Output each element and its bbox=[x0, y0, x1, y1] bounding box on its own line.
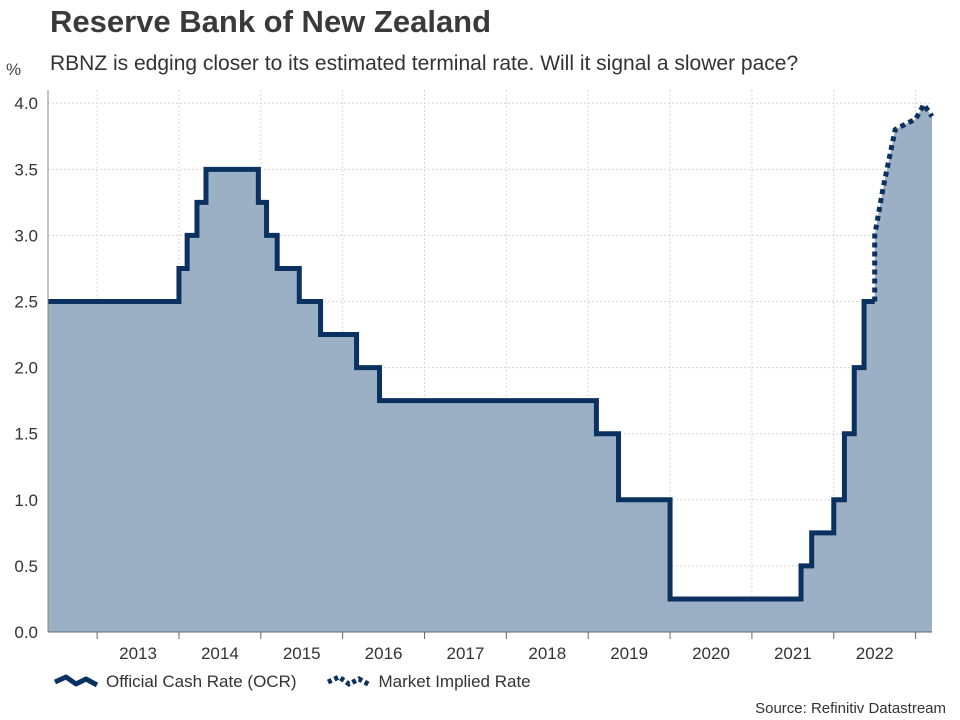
y-tick-label: 4.0 bbox=[14, 94, 38, 113]
y-tick-label: 2.0 bbox=[14, 359, 38, 378]
market-implied-line bbox=[872, 99, 935, 302]
x-tick-label: 2013 bbox=[119, 644, 157, 663]
x-tick-label: 2016 bbox=[365, 644, 403, 663]
ocr-line bbox=[48, 166, 875, 602]
x-tick-label: 2015 bbox=[283, 644, 321, 663]
y-axis-unit-label: % bbox=[6, 60, 22, 79]
y-tick-label: 0.5 bbox=[14, 557, 38, 576]
x-tick-label: 2022 bbox=[856, 644, 894, 663]
legend: Official Cash Rate (OCR) Market Implied … bbox=[52, 672, 559, 692]
chart-title: Reserve Bank of New Zealand bbox=[50, 4, 492, 39]
x-tick-label: 2018 bbox=[528, 644, 566, 663]
x-tick-label: 2017 bbox=[447, 644, 485, 663]
y-tick-label: 1.0 bbox=[14, 491, 38, 510]
y-tick-label: 1.5 bbox=[14, 425, 38, 444]
x-tick-label: 2021 bbox=[774, 644, 812, 663]
dotted-line-swatch-icon bbox=[326, 674, 371, 688]
x-tick-label: 2014 bbox=[201, 644, 239, 663]
y-tick-label: 0.0 bbox=[14, 623, 38, 642]
source-note: Source: Refinitiv Datastream bbox=[755, 700, 946, 717]
y-tick-label: 3.0 bbox=[14, 226, 38, 245]
x-tick-label: 2020 bbox=[692, 644, 730, 663]
legend-item-market: Market Implied Rate bbox=[325, 672, 531, 692]
chart-subtitle: RBNZ is edging closer to its estimated t… bbox=[50, 52, 799, 75]
solid-line-swatch-icon bbox=[53, 674, 99, 688]
legend-label-market: Market Implied Rate bbox=[378, 672, 531, 691]
legend-item-ocr: Official Cash Rate (OCR) bbox=[52, 672, 297, 692]
area-fill bbox=[48, 104, 932, 633]
y-tick-label: 2.5 bbox=[14, 293, 38, 312]
legend-label-ocr: Official Cash Rate (OCR) bbox=[106, 672, 297, 691]
x-tick-label: 2019 bbox=[610, 644, 648, 663]
y-tick-label: 3.5 bbox=[14, 160, 38, 179]
